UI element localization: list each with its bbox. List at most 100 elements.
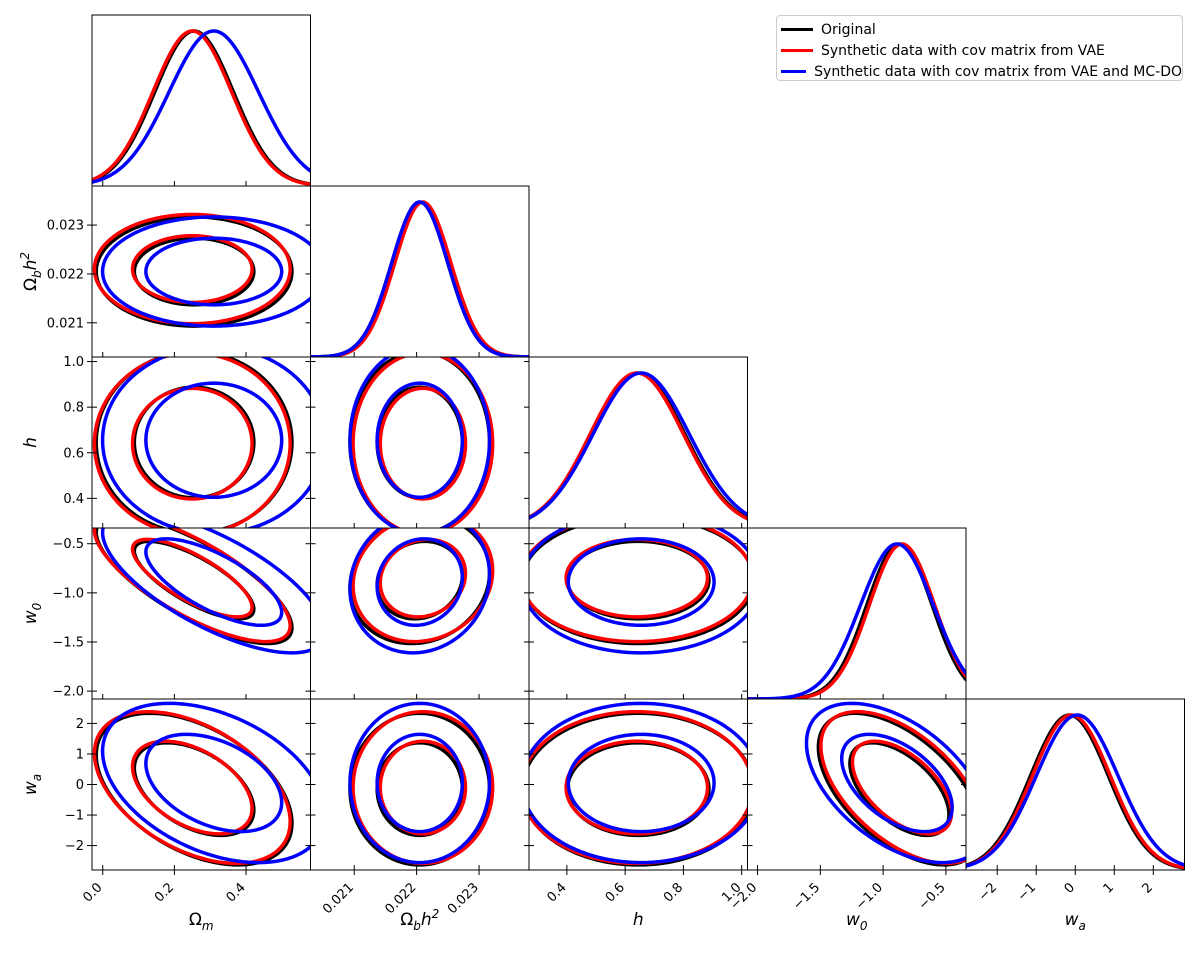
contour-w0-wa-series-2-level-0 bbox=[839, 732, 954, 834]
marginal-omega_b_h2-series-0 bbox=[310, 200, 529, 357]
contour-w0-wa-series-1-level-0 bbox=[850, 739, 954, 836]
panel-w0-omega_m: −2.0 −1.5 −1.0 −0.5 bbox=[52, 527, 311, 700]
y-tick-label-wa: 1 bbox=[76, 747, 84, 762]
y-tick-label-omega_b_h2: 0.022 bbox=[47, 267, 84, 282]
legend: Original Synthetic data with cov matrix … bbox=[776, 15, 1183, 81]
contour-omega_m-h-series-2-level-0 bbox=[144, 381, 284, 500]
panel-omega_m-omega_m bbox=[91, 14, 311, 187]
contour-omega_m-w0-series-2-level-1 bbox=[100, 528, 311, 655]
x-tick-label-h: 0.6 bbox=[603, 880, 628, 905]
contour-omega_m-h-series-2-level-1 bbox=[100, 357, 311, 528]
contour-omega_b_h2-h-series-2-level-1 bbox=[348, 357, 492, 528]
panel-frame bbox=[310, 527, 530, 700]
panel-h-omega_m: 0.4 0.6 0.8 1.0 bbox=[63, 355, 311, 529]
contour-omega_m-w0-series-1-level-0 bbox=[130, 537, 254, 619]
contour-h-w0-series-2-level-1 bbox=[529, 528, 748, 655]
y-tick-label-w0: −1.5 bbox=[52, 636, 84, 651]
panel-wa-wa: −2 −1 0 1 2 bbox=[965, 698, 1185, 904]
y-tick-label-wa: −2 bbox=[65, 839, 84, 854]
panel-frame bbox=[91, 185, 311, 358]
contour-h-w0-series-1-level-1 bbox=[529, 528, 748, 644]
contour-h-wa-series-2-level-1 bbox=[529, 701, 748, 865]
contour-w0-wa-series-0-level-1 bbox=[816, 711, 966, 867]
legend-line-vae-mcdo bbox=[781, 70, 807, 73]
contour-omega_b_h2-w0-series-1-level-1 bbox=[351, 528, 495, 644]
contour-omega_m-omega_b_h2-series-1-level-0 bbox=[130, 233, 254, 305]
marginal-h-series-2 bbox=[529, 371, 748, 520]
axis-label-omega_b_h2: Ωbh2 bbox=[18, 252, 44, 291]
x-tick-label-h: 0.8 bbox=[661, 880, 686, 905]
panel-w0-h bbox=[528, 527, 748, 700]
contour-omega_m-omega_b_h2-series-1-level-1 bbox=[92, 212, 292, 326]
x-tick-label-wa: −2 bbox=[976, 880, 1000, 904]
panel-frame bbox=[91, 14, 311, 187]
panel-wa-w0: −2.0 −1.5 −1.0 −0.5 bbox=[727, 698, 967, 913]
y-tick-label-h: 1.0 bbox=[63, 355, 84, 370]
y-tick-label-h: 0.8 bbox=[63, 401, 84, 416]
legend-label-vae-mcdo: Synthetic data with cov matrix from VAE … bbox=[814, 63, 1182, 80]
legend-item-vae: Synthetic data with cov matrix from VAE bbox=[779, 40, 1182, 61]
x-tick-label-h: 0.4 bbox=[544, 880, 569, 905]
marginal-omega_m-series-2 bbox=[92, 29, 311, 184]
marginal-omega_b_h2-series-1 bbox=[310, 200, 529, 357]
contour-omega_b_h2-wa-series-1-level-0 bbox=[378, 739, 468, 836]
y-tick-label-omega_b_h2: 0.021 bbox=[47, 316, 84, 331]
panel-frame bbox=[310, 698, 530, 871]
contour-omega_b_h2-wa-series-2-level-0 bbox=[375, 732, 465, 834]
contour-omega_m-w0-series-2-level-0 bbox=[144, 537, 284, 628]
x-tick-label-omega_m: 0.0 bbox=[80, 880, 105, 905]
panel-wa-omega_m: 0.0 0.2 0.4 −2 −1 0 1 2 bbox=[65, 698, 311, 905]
axis-label-omega_m: Ωm bbox=[189, 910, 214, 933]
legend-label-original: Original bbox=[821, 21, 876, 38]
contour-w0-wa-series-0-level-0 bbox=[848, 741, 951, 838]
contour-omega_b_h2-w0-series-2-level-0 bbox=[375, 537, 465, 628]
axis-label-wa: wa bbox=[1065, 910, 1086, 933]
x-tick-label-wa: −1 bbox=[1015, 880, 1039, 904]
legend-item-vae-mcdo: Synthetic data with cov matrix from VAE … bbox=[779, 61, 1182, 82]
x-tick-label-w0: −1.0 bbox=[853, 880, 886, 913]
panel-h-h bbox=[528, 356, 748, 529]
x-tick-label-w0: −0.5 bbox=[916, 880, 949, 913]
contour-omega_b_h2-h-series-2-level-0 bbox=[375, 381, 465, 500]
contour-w0-wa-series-2-level-1 bbox=[804, 701, 966, 865]
axis-label-omega_b_h2: Ωbh2 bbox=[400, 907, 439, 933]
panel-omega_b_h2-omega_b_h2 bbox=[310, 185, 530, 358]
y-tick-label-omega_b_h2: 0.023 bbox=[47, 219, 84, 234]
marginal-omega_m-series-0 bbox=[92, 29, 311, 186]
axis-label-w0: w0 bbox=[21, 602, 44, 624]
y-tick-label-w0: −1.0 bbox=[52, 586, 84, 601]
axis-label-w0: w0 bbox=[846, 910, 868, 933]
contour-omega_m-omega_b_h2-series-2-level-0 bbox=[144, 236, 284, 307]
panel-h-omega_b_h2 bbox=[310, 356, 530, 529]
contour-omega_m-h-series-1-level-0 bbox=[130, 386, 254, 501]
y-tick-label-h: 0.6 bbox=[63, 446, 84, 461]
legend-label-vae: Synthetic data with cov matrix from VAE bbox=[821, 42, 1105, 59]
contour-h-wa-series-2-level-0 bbox=[566, 732, 716, 834]
contour-w0-wa-series-1-level-1 bbox=[819, 709, 966, 866]
x-tick-label-wa: 0 bbox=[1062, 880, 1078, 896]
y-tick-label-wa: −1 bbox=[65, 809, 84, 824]
x-tick-label-w0: −1.5 bbox=[790, 880, 823, 913]
panel-omega_b_h2-omega_m: 0.021 0.022 0.023 bbox=[47, 185, 311, 358]
contour-h-w0-series-2-level-0 bbox=[566, 537, 716, 628]
y-tick-label-wa: 2 bbox=[76, 717, 84, 732]
y-tick-label-w0: −0.5 bbox=[52, 537, 84, 552]
contour-omega_m-omega_b_h2-series-2-level-1 bbox=[100, 215, 311, 328]
legend-line-original bbox=[781, 28, 813, 31]
marginal-omega_b_h2-series-2 bbox=[310, 200, 529, 357]
axis-label-h: h bbox=[633, 910, 644, 930]
legend-line-vae bbox=[781, 49, 813, 52]
x-tick-label-omega_m: 0.4 bbox=[224, 880, 249, 905]
contour-omega_b_h2-w0-series-2-level-1 bbox=[348, 528, 492, 655]
marginal-w0-series-0 bbox=[747, 542, 966, 699]
contour-omega_m-wa-series-2-level-0 bbox=[144, 732, 284, 834]
contour-omega_b_h2-wa-series-1-level-1 bbox=[351, 709, 495, 866]
marginal-w0-series-2 bbox=[747, 542, 966, 699]
contour-omega_m-wa-series-1-level-0 bbox=[130, 739, 254, 836]
panel-wa-h: 0.4 0.6 0.8 1.0 bbox=[528, 698, 748, 905]
contour-omega_b_h2-wa-series-2-level-1 bbox=[348, 701, 492, 865]
marginal-wa-series-2 bbox=[966, 713, 1185, 868]
contour-omega_m-wa-series-2-level-1 bbox=[100, 701, 311, 865]
x-tick-label-wa: 1 bbox=[1101, 880, 1117, 896]
